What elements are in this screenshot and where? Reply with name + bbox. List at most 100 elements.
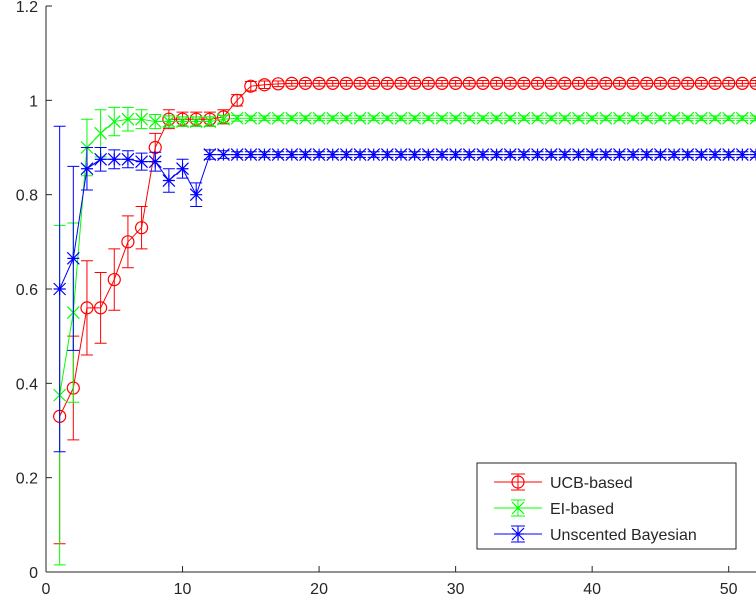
data-point (694, 111, 708, 125)
data-point (353, 76, 367, 90)
data-point (694, 76, 708, 90)
data-point (558, 76, 572, 90)
data-point (353, 148, 367, 161)
legend-error-bar (511, 473, 525, 491)
data-point (326, 111, 340, 125)
data-point (285, 76, 299, 90)
error-bar (531, 80, 544, 87)
data-point (626, 148, 640, 161)
data-point (94, 301, 108, 315)
error-bar (695, 80, 708, 87)
data-point (489, 76, 504, 90)
error-bar (640, 80, 653, 87)
data-point (572, 111, 585, 125)
legend-label: EI-based (550, 501, 614, 518)
data-point (339, 148, 353, 161)
data-point (408, 111, 422, 125)
error-bar (736, 80, 749, 87)
error-bar (381, 80, 394, 87)
data-point (380, 111, 394, 125)
data-point (490, 148, 504, 161)
y-tick-label: 0 (29, 565, 38, 582)
error-bar (572, 80, 585, 87)
data-point (708, 111, 722, 125)
data-point (162, 115, 176, 128)
data-point (353, 111, 367, 125)
error-bar (722, 80, 735, 87)
data-point (749, 76, 756, 90)
data-point (312, 148, 326, 161)
error-bar (613, 80, 626, 87)
error-bar (750, 115, 756, 122)
error-bar (449, 80, 462, 87)
data-point (435, 76, 449, 90)
data-point (285, 111, 299, 125)
data-point (148, 155, 162, 169)
data-point (230, 93, 244, 107)
data-point (244, 111, 258, 125)
x-tick-label: 50 (720, 581, 738, 598)
data-point (667, 111, 681, 125)
data-point (94, 152, 108, 166)
data-point (653, 76, 668, 90)
data-point (585, 111, 599, 125)
legend-label: Unscented Bayesian (550, 527, 697, 544)
data-point (80, 301, 94, 315)
data-point (503, 76, 517, 90)
error-bar (463, 80, 476, 87)
data-point (476, 111, 490, 125)
error-bar (750, 80, 756, 87)
data-point (135, 155, 149, 169)
data-point (230, 111, 244, 125)
data-point (558, 148, 572, 161)
error-bar (408, 80, 421, 87)
data-point (230, 148, 244, 161)
data-point (653, 111, 667, 125)
data-point (271, 111, 285, 125)
error-bar (285, 80, 298, 87)
data-point (312, 111, 326, 125)
error-bar (627, 80, 640, 87)
data-point (107, 272, 121, 287)
data-point (544, 76, 558, 90)
data-point (176, 115, 189, 128)
data-point (94, 126, 108, 140)
data-point (613, 148, 626, 161)
data-point (203, 148, 217, 161)
data-point (722, 148, 736, 161)
data-point (367, 76, 381, 90)
data-point (571, 76, 586, 90)
data-point (735, 111, 749, 125)
data-point (613, 111, 626, 125)
data-point (517, 148, 531, 161)
data-point (121, 235, 135, 249)
data-point (558, 111, 572, 125)
legend-entry: UCB-based (494, 473, 633, 492)
error-bar (545, 80, 558, 87)
data-point (258, 111, 271, 125)
error-bar (367, 80, 380, 87)
data-point (694, 148, 708, 161)
y-tick-label: 1.2 (16, 0, 38, 16)
data-point (476, 76, 490, 90)
data-point (462, 111, 476, 125)
data-point (722, 111, 736, 125)
data-point (531, 111, 544, 125)
data-point (544, 111, 558, 125)
error-bar (326, 80, 339, 87)
legend-marker (511, 527, 525, 541)
error-bar (272, 80, 285, 88)
legend-marker (511, 501, 525, 515)
data-point (735, 76, 749, 90)
data-point (612, 76, 627, 90)
data-point (380, 148, 394, 161)
data-point (517, 76, 531, 90)
data-point (53, 282, 67, 296)
plot-area (53, 76, 756, 566)
data-point (121, 112, 135, 126)
error-bar (354, 80, 367, 87)
data-point (326, 148, 340, 161)
data-point (408, 148, 422, 161)
data-point (394, 111, 408, 125)
data-point (367, 148, 381, 161)
